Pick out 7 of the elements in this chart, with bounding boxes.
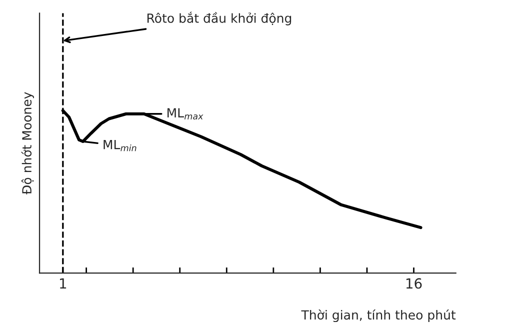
x-axis-title: Thời gian, tính theo phút	[301, 309, 456, 322]
x-tick-label: 16	[406, 278, 422, 289]
annotation: ML$_{min}$	[104, 140, 136, 152]
y-axis-title: Độ nhớt Mooney	[21, 92, 34, 194]
annotation: Rôto bắt đầu khởi động	[147, 12, 292, 26]
annotation: ML$_{max}$	[168, 108, 204, 120]
x-tick-label: 1	[60, 278, 66, 288]
